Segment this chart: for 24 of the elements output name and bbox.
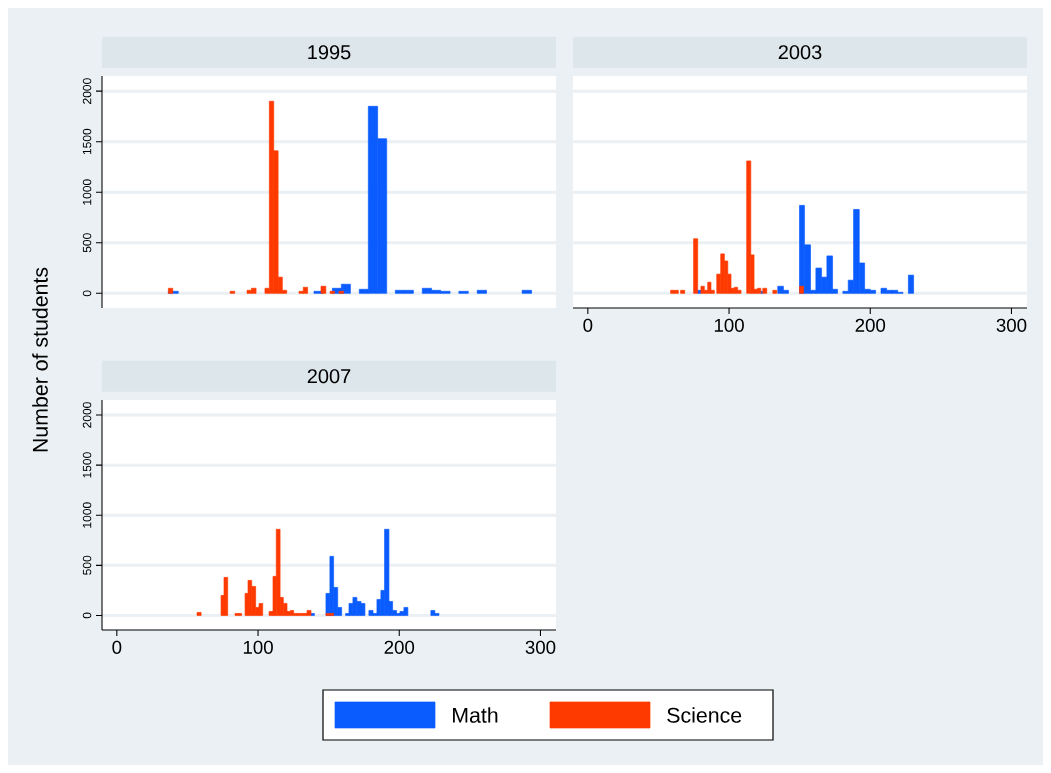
x-tick-label: 100 [714, 318, 744, 332]
x-tick-label: 0 [583, 318, 593, 332]
y-tick-label: 1000 [82, 179, 92, 205]
chart-title: 2003 [778, 45, 822, 60]
x-tick-label: 300 [996, 318, 1027, 332]
y-tick-label: 1500 [82, 452, 92, 478]
y-tick-label: 1500 [82, 128, 92, 155]
y-tick-label: 1000 [82, 502, 92, 528]
y-tick-label: 2000 [82, 402, 92, 428]
legend-label: Science [667, 707, 742, 723]
legend-label: Math [453, 707, 498, 723]
y-axis-title: Number of students [32, 267, 48, 452]
chart-title: 2007 [307, 369, 351, 384]
chart-title: 1995 [308, 45, 351, 60]
y-tick-label: 500 [82, 555, 92, 575]
y-tick-label: 500 [82, 233, 92, 253]
x-tick-label: 200 [384, 640, 415, 654]
y-tick-label: 0 [82, 612, 92, 619]
x-tick-label: 300 [525, 640, 556, 654]
y-tick-label: 0 [82, 290, 92, 297]
x-tick-label: 0 [112, 640, 122, 654]
x-tick-label: 100 [243, 640, 273, 654]
x-tick-label: 200 [855, 318, 886, 332]
y-tick-label: 2000 [82, 78, 92, 104]
